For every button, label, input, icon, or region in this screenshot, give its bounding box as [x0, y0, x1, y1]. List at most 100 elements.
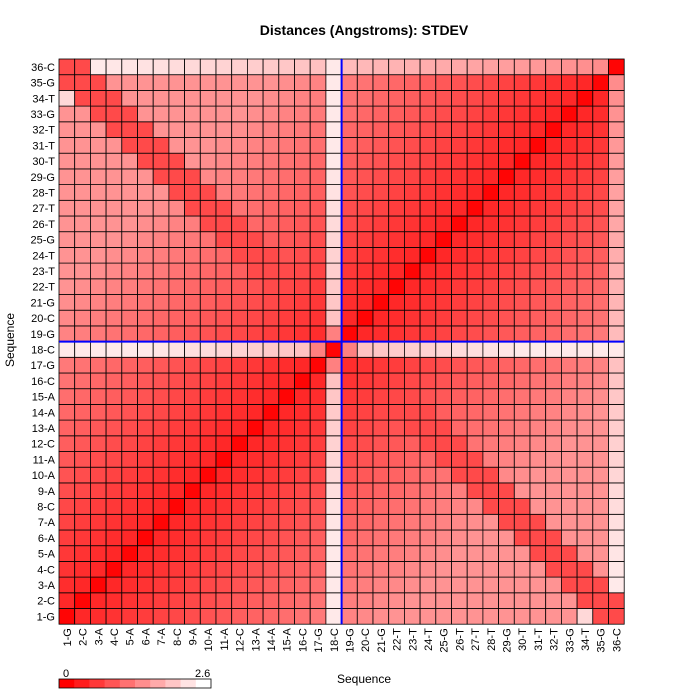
heatmap-cell [576, 451, 594, 468]
heatmap-cell [608, 137, 625, 154]
heatmap-cell [451, 168, 468, 185]
heatmap-cell [105, 309, 123, 327]
heatmap-cell [199, 309, 217, 327]
heatmap-cell [356, 152, 374, 170]
heatmap-cell [294, 608, 311, 625]
heatmap-cell [545, 529, 562, 547]
heatmap-cell [545, 105, 562, 123]
heatmap-cell [545, 58, 562, 76]
heatmap-cell [262, 90, 280, 107]
heatmap-cell [341, 184, 358, 201]
heatmap-cell [199, 325, 217, 342]
heatmap-cell [576, 419, 594, 437]
heatmap-cell [278, 90, 295, 107]
heatmap-cell [137, 388, 154, 405]
heatmap-cell [592, 498, 609, 515]
heatmap-cell [561, 419, 578, 437]
heatmap-cell [231, 74, 248, 91]
heatmap-cell [513, 184, 531, 201]
heatmap-cell [309, 356, 327, 374]
y-tick-label: 26-T [32, 219, 55, 231]
heatmap-cell [325, 592, 342, 609]
heatmap-cell [576, 231, 594, 248]
heatmap-cell [246, 388, 264, 405]
y-tick-label: 15-A [32, 392, 56, 404]
heatmap-cell [388, 184, 405, 201]
heatmap-cell [90, 168, 107, 185]
heatmap-cell [451, 513, 468, 531]
heatmap-cell [466, 592, 484, 609]
heatmap-cell [231, 451, 248, 468]
x-tick-label: 30-T [517, 628, 529, 651]
heatmap-cell [498, 341, 515, 358]
heatmap-cell [498, 466, 515, 484]
heatmap-cell [592, 388, 609, 405]
heatmap-cell [608, 294, 625, 311]
heatmap-cell [545, 403, 562, 421]
heatmap-cell [435, 168, 452, 185]
heatmap-cell [278, 105, 295, 123]
heatmap-cell [419, 466, 437, 484]
heatmap-cell [529, 545, 547, 562]
heatmap-cell [466, 184, 484, 201]
heatmap-cell [90, 356, 107, 374]
heatmap-cell [325, 278, 342, 295]
color-legend: 0 2.6 [58, 668, 212, 689]
heatmap-cell [105, 152, 123, 170]
heatmap-cell [199, 419, 217, 437]
heatmap-cell [199, 74, 217, 91]
heatmap-cell [529, 309, 547, 327]
heatmap-cell [561, 262, 578, 280]
heatmap-cell [184, 231, 201, 248]
y-tick-label: 23-T [32, 266, 55, 278]
heatmap-cell [451, 372, 468, 390]
heatmap-cell [498, 215, 515, 233]
heatmap-cell [325, 309, 342, 327]
legend-max-label: 2.6 [195, 668, 210, 680]
heatmap-cell [419, 403, 437, 421]
heatmap-cell [121, 121, 138, 138]
heatmap-cell [58, 466, 76, 484]
heatmap-cell [435, 152, 452, 170]
y-tick-label: 16-C [31, 376, 55, 388]
heatmap-cell [451, 215, 468, 233]
heatmap-cell [545, 137, 562, 154]
heatmap-cell [435, 419, 452, 437]
heatmap-cell [74, 482, 91, 499]
heatmap-cell [561, 498, 578, 515]
heatmap-cell [482, 482, 499, 499]
heatmap-cell [215, 121, 233, 138]
heatmap-cell [608, 58, 625, 76]
heatmap-cell [482, 466, 499, 484]
heatmap-cell [482, 529, 499, 547]
heatmap-cell [451, 121, 468, 138]
heatmap-cell [388, 403, 405, 421]
heatmap-cell [482, 451, 499, 468]
heatmap-cell [121, 592, 138, 609]
heatmap-cell [262, 215, 280, 233]
heatmap-cell [592, 246, 609, 264]
heatmap-cell [592, 168, 609, 185]
heatmap-cell [231, 545, 248, 562]
heatmap-cell [309, 498, 327, 515]
heatmap-cell [419, 168, 437, 185]
heatmap-cell [105, 372, 123, 390]
heatmap-cell [58, 58, 76, 76]
heatmap-cell [199, 152, 217, 170]
heatmap-cell [152, 451, 170, 468]
heatmap-cell [74, 513, 91, 531]
heatmap-cell [121, 608, 138, 625]
heatmap-cell [137, 58, 154, 76]
heatmap-cell [529, 529, 547, 547]
heatmap-cell [231, 105, 248, 123]
heatmap-cell [498, 451, 515, 468]
heatmap-cell [561, 545, 578, 562]
heatmap-cell [246, 372, 264, 390]
y-tick-labels: 1-G 2-C 3-A 4-C 5-A 6-A 7-A 8-C 9-A 10-A 11-A 12-C 1… [31, 62, 56, 623]
heatmap-cell [325, 435, 342, 452]
heatmap-cell [419, 262, 437, 280]
heatmap-cell [435, 262, 452, 280]
heatmap-cell [294, 372, 311, 390]
heatmap-cell [561, 482, 578, 499]
heatmap-cell [341, 58, 358, 76]
